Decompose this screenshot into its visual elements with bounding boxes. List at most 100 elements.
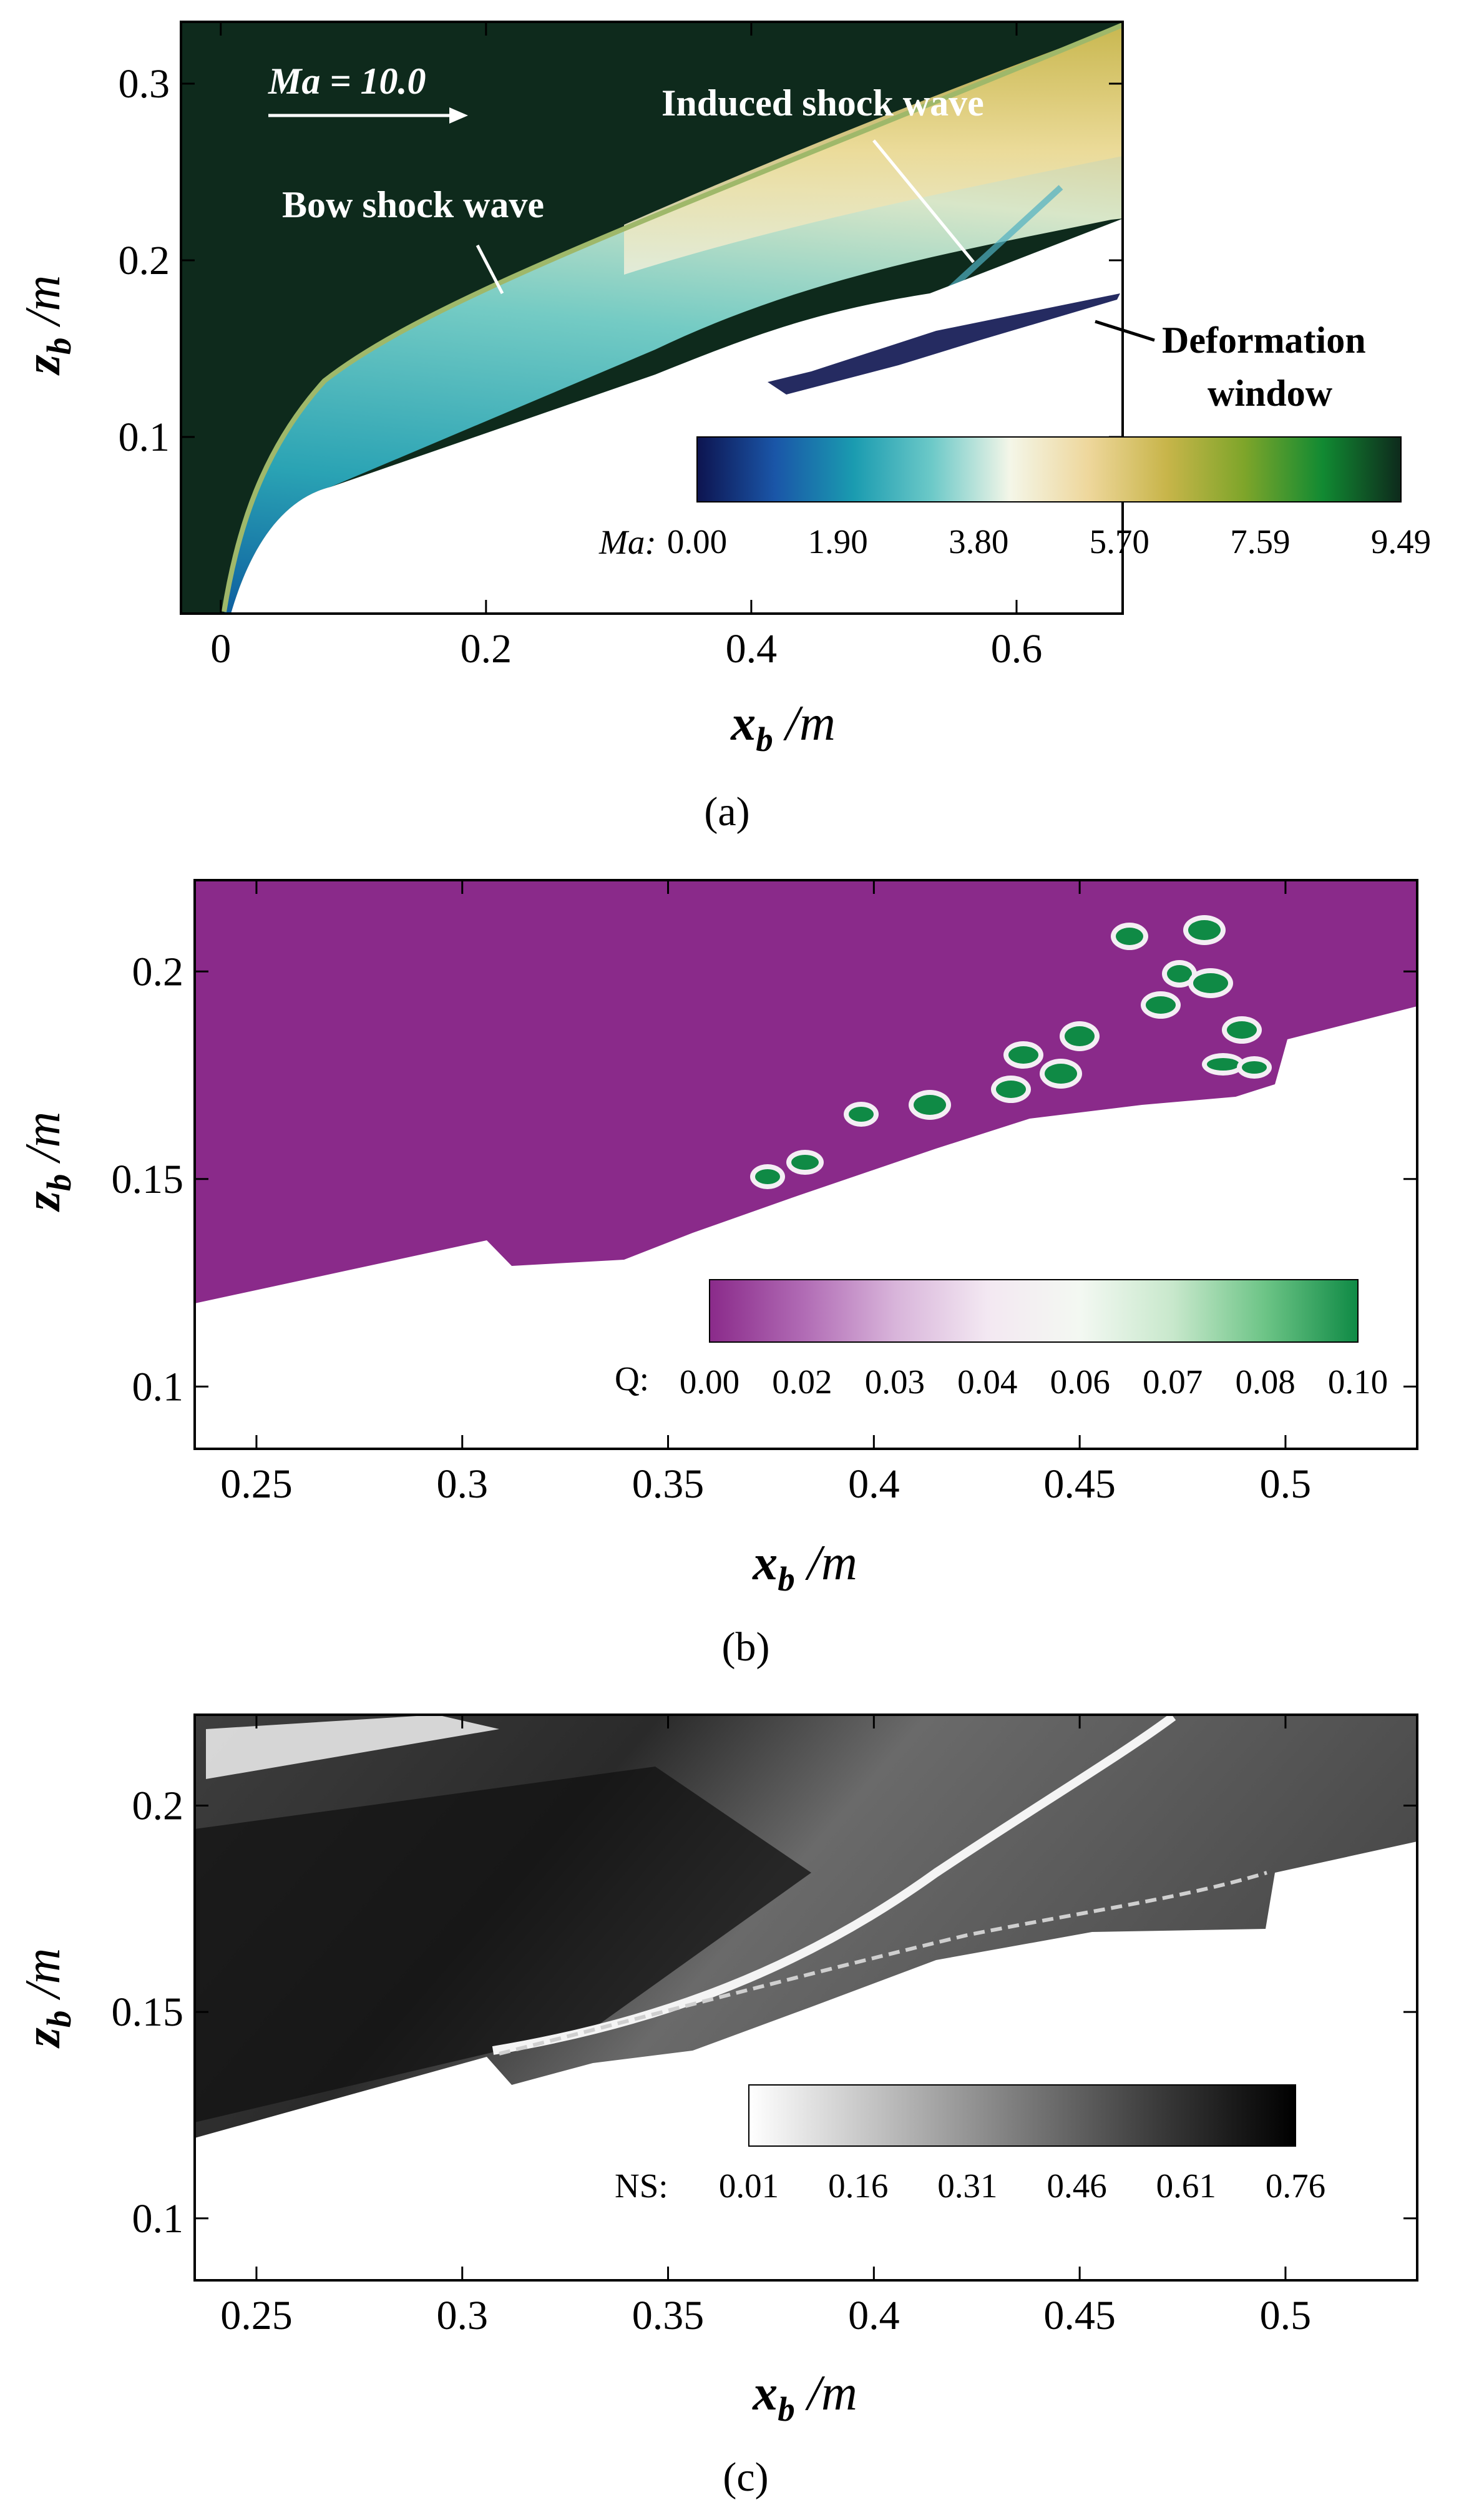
vortex-core (1227, 1021, 1257, 1039)
panel-c-label: (c) (723, 2454, 768, 2500)
x-tick-label: 0.2 (461, 626, 512, 672)
panel-b-y-axis-title: zb /m (16, 1112, 78, 1213)
panel-c-y-axis-title: zb /m (16, 1948, 78, 2049)
x-tick-label: 0.35 (632, 2293, 705, 2338)
colorbar-tick-label: 0.16 (828, 2167, 888, 2205)
panel-b: 0.25 0.3 0.35 0.4 0.45 0.5 0.1 0.15 0.2 Q: 0.00… (16, 879, 1418, 1670)
x-tick-label: 0.6 (991, 626, 1043, 672)
x-tick-label: 0.25 (220, 1461, 293, 1507)
panel-b-colorbar-label: Q: (615, 1360, 649, 1398)
y-tick-label: 0.1 (132, 2196, 184, 2242)
x-tick-label: 0.45 (1043, 1461, 1116, 1507)
panel-c-colorbar (748, 2084, 1296, 2147)
panel-a-freestream-arrowhead (449, 107, 468, 124)
y-tick-label: 0.1 (119, 414, 170, 460)
annotation-mach-number: Ma = 10.0 (268, 61, 426, 102)
panel-a-upper-layer (624, 25, 1123, 275)
panel-b-flow-field (195, 880, 1417, 1303)
panel-b-x-axis-title: xb /m (752, 1536, 857, 1598)
annotation-induced-shock: Induced shock wave (661, 82, 984, 124)
y-tick-label: 0.3 (119, 61, 170, 107)
vortex-core (1193, 973, 1228, 993)
vortex-core (914, 1095, 946, 1115)
colorbar-tick-label: 0.08 (1235, 1363, 1295, 1401)
x-tick-label: 0.3 (436, 2293, 488, 2338)
panel-a-x-axis-title: xb /m (730, 696, 836, 758)
annotation-deformation-window-line2: window (1208, 373, 1333, 414)
vortex-core (1045, 1064, 1077, 1084)
vortex-core (791, 1155, 819, 1170)
colorbar-tick-label: 0.01 (719, 2167, 779, 2205)
colorbar-tick-label: 0.04 (957, 1363, 1017, 1401)
panel-a-colorbar-ticks: 0.00 1.90 3.80 5.70 7.59 9.49 (667, 522, 1431, 561)
x-tick-label: 0.5 (1260, 2293, 1312, 2338)
vortex-core (996, 1081, 1026, 1098)
y-tick-label: 0.2 (132, 949, 184, 994)
colorbar-tick-label: 0.07 (1143, 1363, 1203, 1401)
y-tick-label: 0.15 (112, 1989, 184, 2035)
annotation-induced-shock-arrow (872, 139, 975, 263)
panel-a-deformation-window (768, 293, 1120, 395)
vortex-core (1116, 928, 1143, 945)
panel-b-plot-frame (193, 879, 1418, 1450)
panel-a-vehicle-body (231, 218, 1123, 614)
panel-b-colorbar-ticks: 0.00 0.02 0.03 0.04 0.06 0.07 0.08 0.10 (680, 1363, 1388, 1401)
x-tick-label: 0 (210, 626, 231, 672)
panel-a-colorbar (696, 436, 1402, 503)
panel-c-x-axis-title: xb /m (752, 2366, 857, 2428)
panel-b-label: (b) (722, 1624, 770, 1670)
colorbar-tick-label: 1.90 (808, 522, 867, 561)
panel-c-dark-band (195, 1767, 811, 2122)
panel-c-light-band (206, 1715, 499, 1779)
vortex-core (1167, 965, 1192, 983)
panel-c: 0.25 0.3 0.35 0.4 0.45 0.5 0.1 0.15 0.2 NS: 0.0… (16, 1713, 1418, 2500)
panel-b-y-ticks: 0.1 0.15 0.2 (112, 949, 1417, 1410)
y-tick-label: 0.2 (132, 1783, 184, 1828)
vortex-core (849, 1107, 874, 1122)
annotation-deformation-arrow (1095, 320, 1155, 342)
x-tick-label: 0.25 (220, 2293, 293, 2338)
colorbar-tick-label: 0.31 (937, 2167, 997, 2205)
colorbar-tick-label: 5.70 (1090, 522, 1149, 561)
colorbar-tick-label: 0.06 (1050, 1363, 1110, 1401)
vortex-core (1242, 1061, 1267, 1074)
panel-b-vortex-structures (750, 915, 1272, 1189)
colorbar-tick-label: 0.02 (772, 1363, 832, 1401)
panel-a-plot-frame (180, 21, 1124, 615)
panel-b-x-ticks: 0.25 0.3 0.35 0.4 0.45 0.5 (220, 880, 1311, 1507)
colorbar-tick-label: 3.80 (949, 522, 1008, 561)
x-tick-label: 0.4 (726, 626, 778, 672)
panel-c-plot-frame (193, 1714, 1418, 2282)
x-tick-label: 0.3 (436, 1461, 488, 1507)
x-tick-label: 0.45 (1043, 2293, 1116, 2338)
annotation-bow-shock: Bow shock wave (282, 184, 544, 225)
colorbar-tick-label: 7.59 (1230, 522, 1290, 561)
panel-b-colorbar (709, 1279, 1359, 1343)
panel-c-boundary-layer-turbulence (499, 1871, 1267, 2056)
colorbar-tick-label: 0.61 (1156, 2167, 1216, 2205)
panel-a-x-ticks: 0 0.2 0.4 0.6 (210, 22, 1042, 672)
panel-a-bow-shock-line (222, 22, 1124, 612)
panel-a-y-axis-title: zb /m (16, 275, 78, 376)
vortex-core (1188, 920, 1221, 940)
panel-a: 0 0.2 0.4 0.6 0.1 0.2 0.3 Ma: 0.00 1.90 3.80 5.7… (16, 21, 1431, 835)
colorbar-tick-label: 9.49 (1371, 522, 1431, 561)
colorbar-tick-label: 0.03 (865, 1363, 925, 1401)
y-tick-label: 0.1 (132, 1364, 184, 1410)
y-tick-label: 0.2 (119, 238, 170, 283)
panel-a-colorbar-label: Ma: (598, 523, 656, 561)
vortex-core (1207, 1058, 1239, 1071)
x-tick-label: 0.5 (1260, 1461, 1312, 1507)
panel-c-y-ticks: 0.1 0.15 0.2 (112, 1783, 1417, 2242)
panel-a-label: (a) (704, 789, 749, 835)
x-tick-label: 0.4 (848, 2293, 900, 2338)
vortex-core (1146, 996, 1176, 1014)
x-tick-label: 0.35 (632, 1461, 705, 1507)
vortex-core (1065, 1026, 1095, 1046)
x-tick-label: 0.4 (848, 1461, 900, 1507)
colorbar-tick-label: 0.10 (1328, 1363, 1388, 1401)
y-tick-label: 0.15 (112, 1157, 184, 1202)
colorbar-tick-label: 0.00 (667, 522, 727, 561)
panel-c-colorbar-label: NS: (615, 2167, 668, 2205)
